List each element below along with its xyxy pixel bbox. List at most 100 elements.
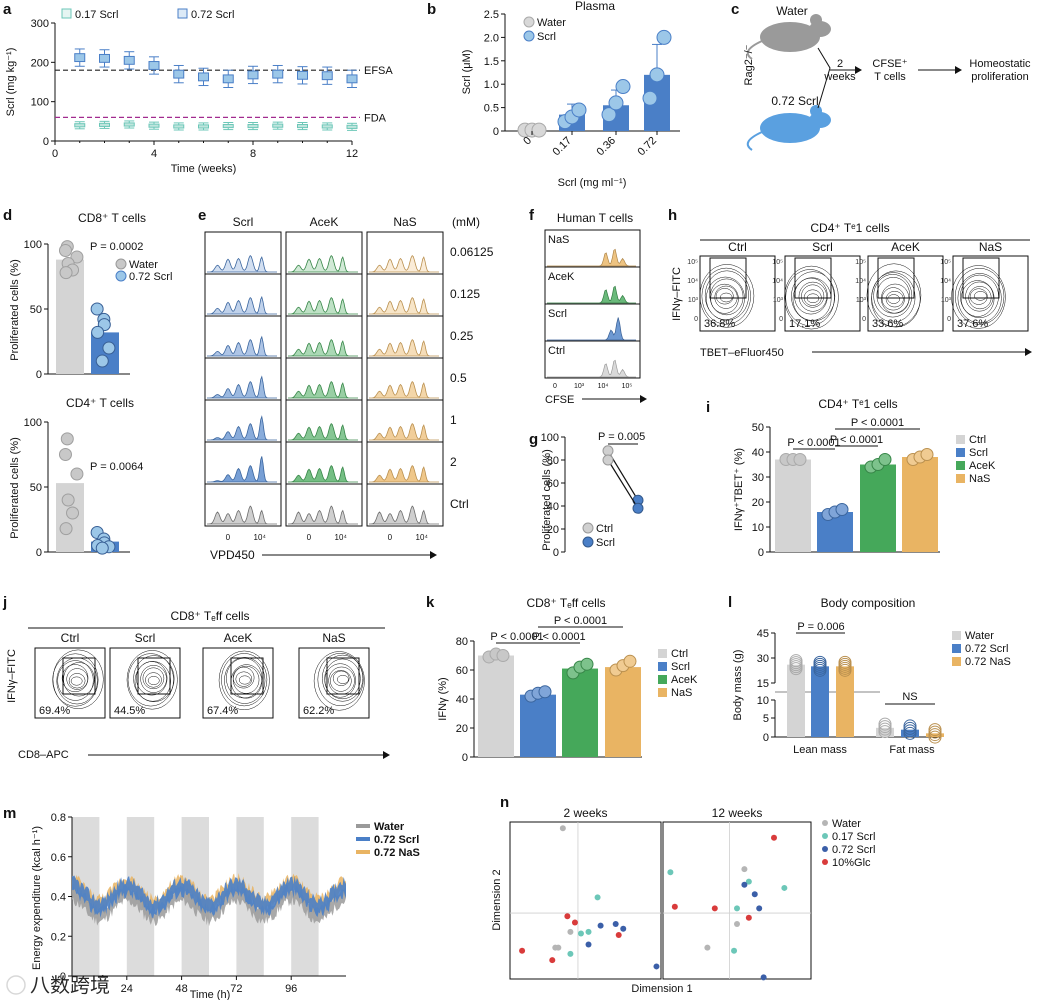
box — [74, 53, 86, 63]
data-point — [793, 453, 807, 466]
legend-label: Water — [537, 17, 566, 29]
data-point — [61, 493, 75, 507]
data-point — [711, 905, 718, 912]
contour — [145, 672, 162, 688]
bar — [605, 667, 641, 757]
legend-label: Ctrl — [671, 648, 688, 660]
watermark: 八数跨境 — [6, 974, 110, 997]
gate — [326, 657, 360, 695]
contour — [710, 283, 739, 314]
contour — [147, 676, 160, 685]
facet-frame — [662, 821, 812, 980]
box — [148, 61, 160, 70]
contour — [70, 676, 83, 686]
y-tick-label: 0 — [36, 547, 42, 559]
column-label: AceK — [891, 240, 920, 254]
panel-label: a — [3, 1, 12, 18]
gate — [709, 257, 747, 299]
legend-swatch — [658, 662, 667, 671]
data-point — [741, 881, 748, 888]
label: Water — [776, 4, 808, 18]
chart-title: CD4⁺ T cells — [66, 396, 134, 410]
facet-frame — [509, 821, 662, 980]
x-tick-label: Fat mass — [889, 744, 935, 756]
data-point — [745, 878, 752, 885]
histogram — [207, 505, 277, 525]
label: CFSE⁺ — [872, 58, 907, 70]
contour — [52, 649, 104, 709]
legend-label: Scrl — [671, 661, 690, 673]
mouse-body — [760, 22, 820, 52]
legend-label: Water — [965, 630, 994, 642]
panel-b: Plasma 0 0.5 1.0 1.5 2.0 2.5 Scrl (μM) Scrl (mg … — [461, 0, 680, 189]
data-point — [538, 685, 552, 699]
contour — [960, 280, 995, 317]
y-axis-label: Proliferated cells (%) — [541, 449, 553, 550]
scrl-mouse-icon — [746, 105, 831, 151]
legend-swatch — [952, 631, 961, 640]
contour — [954, 268, 1005, 325]
p-value: NS — [902, 691, 917, 703]
chart-title: CD4⁺ Tᵉ1 cells — [810, 221, 889, 235]
p-value: P = 0.006 — [797, 621, 844, 633]
contour — [127, 653, 174, 707]
gate-percent: 36.8% — [704, 318, 735, 330]
bar — [478, 655, 514, 757]
y-axis-label: IFNγ (%) — [437, 677, 449, 720]
data-point — [612, 921, 619, 928]
gate-percent: 44.5% — [114, 705, 145, 717]
data-point — [95, 541, 109, 555]
chart-title: CD4⁺ Tᵉ1 cells — [818, 397, 897, 411]
box — [99, 53, 110, 63]
bar — [91, 332, 119, 374]
data-point — [531, 122, 547, 138]
y-tick-label: 200 — [31, 57, 49, 69]
arrow-head — [383, 751, 390, 759]
contour — [133, 655, 175, 703]
gate-percent: 69.4% — [39, 705, 70, 717]
data-point — [602, 445, 614, 457]
contour — [221, 653, 268, 707]
histogram — [369, 296, 439, 315]
bar — [901, 729, 919, 737]
chart-title: Human T cells — [557, 211, 633, 225]
y-tick-label: 1.5 — [484, 56, 499, 68]
panel-label: f — [529, 207, 535, 224]
panel-f: Human T cells NaS AceK Scrl Ctrl 0 10³ 10⁴ 10⁵ CF… — [544, 211, 647, 406]
bar — [56, 259, 84, 374]
y-tick-label: 10 — [752, 522, 764, 534]
box — [148, 123, 160, 128]
legend-label: AceK — [671, 674, 698, 686]
y-tick-label: 20 — [547, 524, 559, 536]
contour — [63, 662, 95, 697]
legend-swatch — [356, 824, 370, 828]
panel-n: 2 weeks 12 weeks Dimension 1 Dimension 2 Wat… — [491, 806, 875, 995]
y-tick-label: 100 — [31, 97, 49, 109]
histogram — [207, 254, 277, 273]
contour — [68, 673, 86, 689]
histogram-frame — [204, 483, 282, 527]
histogram — [207, 375, 277, 399]
p-value: P < 0.0001 — [787, 437, 840, 449]
contour — [61, 664, 89, 693]
box — [99, 122, 110, 127]
x-tick-label: Lean mass — [793, 744, 847, 756]
data-point — [59, 522, 73, 536]
data-point — [920, 448, 934, 461]
box — [74, 123, 86, 128]
contour — [140, 665, 167, 693]
label: 2 — [837, 58, 843, 70]
y-tick-label: 40 — [456, 694, 468, 706]
panel-a: 0 100 200 300 0 4 8 12 Time (weeks) Scrl (mg kg⁻¹… — [5, 8, 393, 175]
data-point — [615, 79, 631, 95]
legend-label: 0.17 Scrl — [832, 831, 875, 843]
facet-title: 2 weeks — [563, 806, 607, 820]
contour — [969, 288, 988, 305]
y-axis-label: Dimension 2 — [491, 869, 503, 930]
legend-swatch — [523, 30, 535, 42]
bar — [860, 464, 896, 552]
contour — [873, 274, 913, 318]
contour — [235, 671, 253, 687]
